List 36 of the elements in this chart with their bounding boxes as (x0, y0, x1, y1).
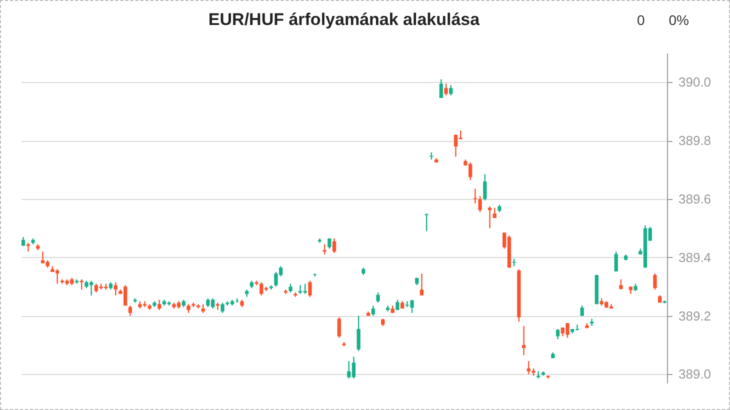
candlestick (332, 238, 336, 254)
candlestick (322, 244, 326, 256)
candlestick (216, 302, 220, 311)
y-tick-label: 389.8 (678, 133, 712, 148)
candlestick (556, 328, 560, 340)
candlestick (473, 188, 478, 204)
candlestick (114, 282, 118, 296)
candlestick (128, 305, 132, 316)
text: 0 (636, 12, 645, 28)
y-tick-label: 389.0 (678, 366, 712, 382)
candlestick (308, 280, 312, 298)
chart-title: EUR/HUF árfolyamának alakulása (208, 10, 480, 29)
candlestick (420, 272, 424, 296)
candlestick (158, 299, 162, 311)
candlestick (619, 278, 623, 290)
candlestick (371, 305, 375, 316)
text: 0% (668, 12, 689, 28)
candlestick (653, 272, 657, 290)
candlestick (337, 316, 341, 338)
candlestick (396, 299, 400, 311)
candlestick (580, 305, 584, 316)
candlestick (376, 292, 380, 304)
y-tick-label: 390.0 (678, 74, 712, 90)
y-tick-label: 389.6 (678, 192, 712, 207)
candlestick (449, 84, 453, 96)
candlestick (356, 315, 360, 352)
candlestick (220, 302, 224, 314)
y-tick-label: 389.4 (678, 250, 712, 265)
candlestick (439, 78, 443, 99)
y-tick-label: 389.2 (678, 308, 712, 324)
candlestick (483, 174, 487, 202)
candlestick (614, 250, 618, 272)
candlestick (478, 195, 482, 213)
candlestick (522, 325, 526, 356)
candlestick (424, 213, 428, 232)
candlestick (444, 83, 448, 96)
